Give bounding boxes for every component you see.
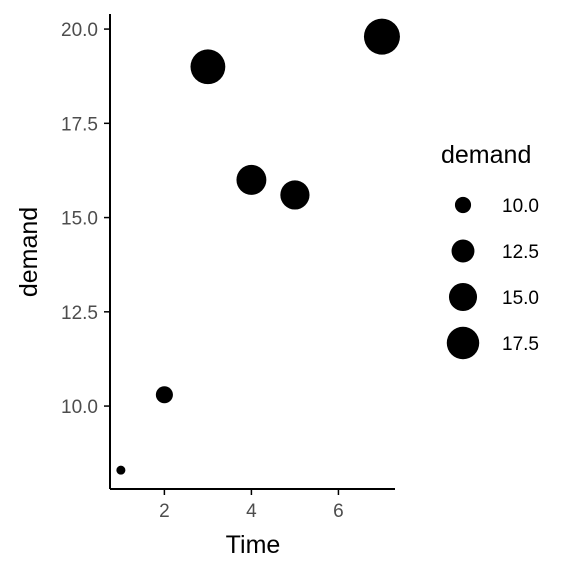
x-tick-label: 4	[246, 501, 257, 522]
plot-points	[116, 19, 400, 475]
legend-title: demand	[441, 141, 531, 169]
legend-label: 15.0	[502, 288, 539, 309]
data-point	[116, 466, 125, 475]
y-tick-label: 10.0	[61, 397, 98, 418]
legend-key	[449, 283, 477, 311]
y-axis: 10.0 12.5 15.0 17.5 20.0	[61, 14, 110, 489]
legend-label: 12.5	[502, 242, 539, 263]
x-axis: 2 4 6	[110, 489, 395, 522]
y-tick-label: 20.0	[61, 20, 98, 41]
y-tick-label: 15.0	[61, 209, 98, 230]
y-tick-label: 12.5	[61, 303, 98, 324]
legend-key	[447, 327, 479, 359]
size-legend: demand 10.0 12.5 15.0 17.5	[441, 141, 539, 359]
x-axis-title: Time	[226, 531, 281, 559]
data-point	[236, 165, 266, 195]
data-point	[280, 180, 309, 209]
data-point	[364, 19, 400, 55]
y-tick-label: 17.5	[61, 114, 98, 135]
data-point	[190, 49, 225, 84]
data-point	[156, 386, 173, 403]
legend-key	[452, 240, 475, 263]
legend-label: 17.5	[502, 334, 539, 355]
x-tick-label: 6	[333, 501, 344, 522]
x-tick-label: 2	[159, 501, 170, 522]
legend-key	[455, 197, 471, 213]
legend-label: 10.0	[502, 196, 539, 217]
y-axis-title: demand	[15, 207, 43, 297]
